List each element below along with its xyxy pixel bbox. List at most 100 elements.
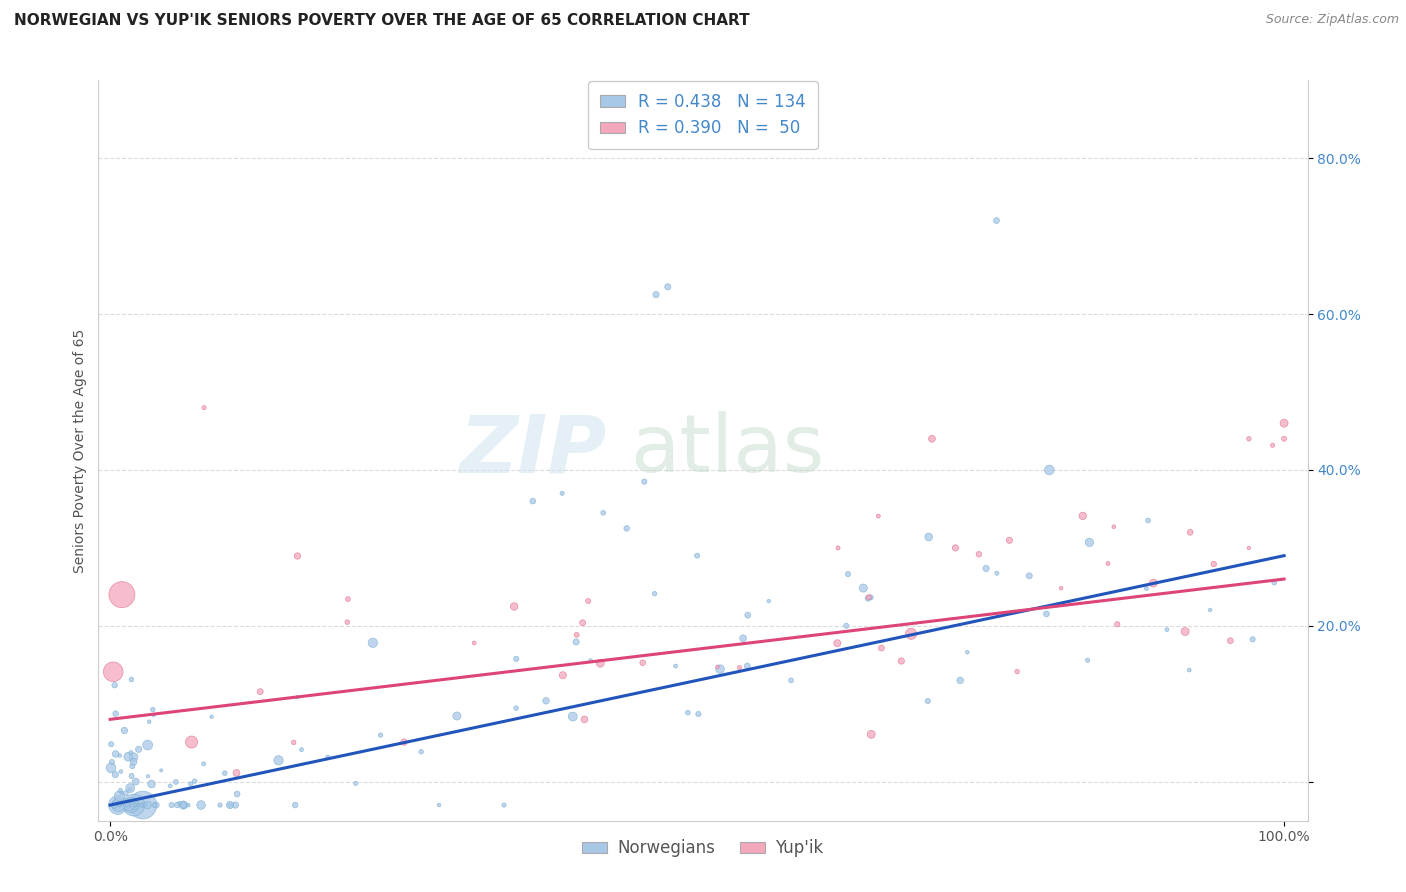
Point xyxy=(169,796,191,810)
Point xyxy=(1202,557,1225,571)
Point xyxy=(108,748,131,763)
Point xyxy=(986,566,1008,581)
Point xyxy=(1137,514,1160,528)
Point xyxy=(1135,582,1157,596)
Point xyxy=(1078,535,1101,549)
Point xyxy=(565,628,588,642)
Point xyxy=(1071,508,1094,523)
Point xyxy=(967,547,990,561)
Point xyxy=(571,615,593,630)
Point xyxy=(427,798,450,813)
Point xyxy=(104,706,127,721)
Point xyxy=(100,737,122,751)
Point xyxy=(868,509,890,524)
Point xyxy=(986,213,1008,227)
Point xyxy=(574,713,596,727)
Point xyxy=(159,779,181,793)
Point xyxy=(114,786,136,800)
Point xyxy=(287,690,309,705)
Point xyxy=(120,746,142,760)
Point xyxy=(534,694,557,708)
Point xyxy=(110,764,132,779)
Point xyxy=(551,668,574,682)
Point xyxy=(122,750,145,764)
Point xyxy=(949,673,972,688)
Point xyxy=(173,798,195,813)
Point xyxy=(921,432,943,446)
Point xyxy=(1035,607,1057,621)
Point xyxy=(108,789,131,803)
Text: atlas: atlas xyxy=(630,411,825,490)
Point xyxy=(522,494,544,508)
Point xyxy=(392,735,415,749)
Point xyxy=(565,635,588,649)
Point xyxy=(121,769,143,783)
Point xyxy=(837,567,859,582)
Point xyxy=(860,727,883,741)
Point xyxy=(463,636,485,650)
Point xyxy=(945,541,967,555)
Point xyxy=(136,798,159,813)
Point xyxy=(998,533,1021,548)
Point xyxy=(201,710,224,724)
Point xyxy=(706,660,728,674)
Point xyxy=(177,798,200,813)
Point xyxy=(104,747,127,761)
Point xyxy=(411,745,433,759)
Point xyxy=(136,738,159,752)
Point xyxy=(1241,632,1264,647)
Point xyxy=(107,798,129,813)
Point xyxy=(214,766,236,780)
Point xyxy=(1261,438,1284,452)
Point xyxy=(143,798,166,813)
Point xyxy=(361,636,384,650)
Point xyxy=(1272,432,1295,446)
Point xyxy=(645,287,668,301)
Point xyxy=(918,530,941,544)
Point xyxy=(104,678,127,692)
Point xyxy=(1180,525,1202,540)
Point xyxy=(124,798,146,813)
Point xyxy=(503,599,526,614)
Point xyxy=(856,591,879,606)
Point xyxy=(1219,633,1241,648)
Point xyxy=(134,798,156,813)
Point xyxy=(180,777,202,791)
Point xyxy=(190,798,212,813)
Point xyxy=(145,798,167,813)
Point xyxy=(108,798,131,813)
Point xyxy=(1272,416,1295,430)
Point xyxy=(1097,557,1119,571)
Point xyxy=(125,774,148,789)
Point xyxy=(131,798,153,813)
Point xyxy=(100,761,122,775)
Point xyxy=(446,709,468,723)
Point xyxy=(165,775,187,789)
Point xyxy=(688,706,710,721)
Point xyxy=(226,787,249,801)
Point xyxy=(150,764,173,778)
Point xyxy=(104,767,127,781)
Point xyxy=(1156,623,1178,637)
Point xyxy=(631,656,654,670)
Point xyxy=(287,549,309,563)
Point xyxy=(1142,576,1164,591)
Point xyxy=(665,659,688,673)
Point xyxy=(616,521,638,535)
Point xyxy=(859,591,882,605)
Point xyxy=(121,798,143,813)
Point xyxy=(974,561,997,575)
Point xyxy=(1102,520,1125,534)
Point xyxy=(1199,603,1222,617)
Point xyxy=(142,708,165,723)
Point xyxy=(890,654,912,668)
Point xyxy=(728,660,751,674)
Point xyxy=(124,798,146,813)
Point xyxy=(900,627,922,641)
Point xyxy=(1263,575,1285,590)
Point xyxy=(160,798,183,813)
Point xyxy=(956,645,979,659)
Point xyxy=(1050,581,1073,595)
Point xyxy=(827,541,849,555)
Point xyxy=(111,588,134,602)
